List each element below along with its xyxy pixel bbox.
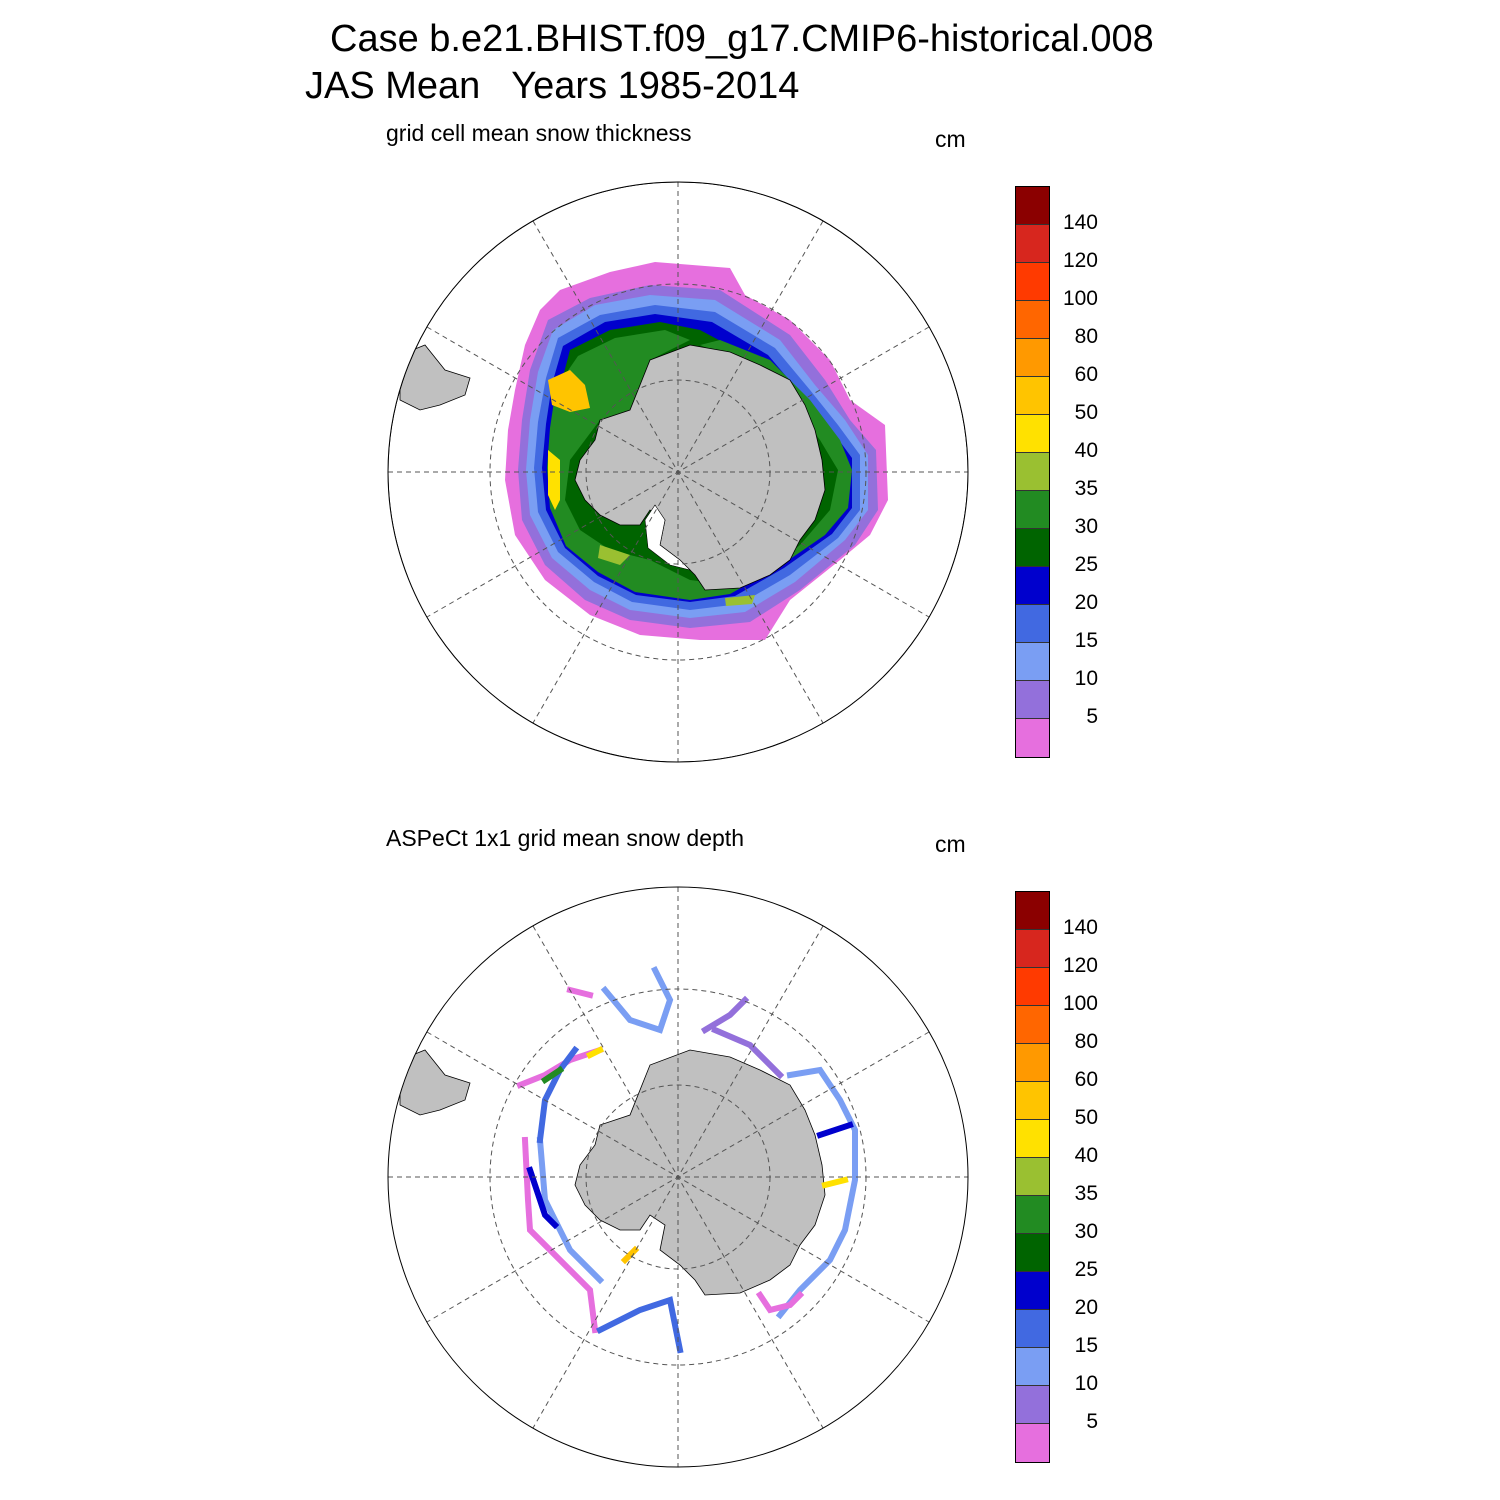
- south-america-land: [399, 344, 471, 411]
- colorbar-tick-label: 35: [1074, 477, 1098, 500]
- colorbar-tick-label: 60: [1074, 1068, 1098, 1091]
- colorbar-tick-label: 100: [1062, 287, 1098, 310]
- colorbar-tick-label: 40: [1074, 1144, 1098, 1167]
- colorbar-segment: [1016, 263, 1049, 301]
- panel-2-units: cm: [935, 831, 966, 857]
- panel-1-units: cm: [935, 126, 966, 152]
- snow-band-50: [548, 370, 590, 412]
- colorbar-tick-label: 120: [1062, 249, 1098, 272]
- colorbar-segment: [1016, 301, 1049, 339]
- colorbar-tick-label: 140: [1062, 916, 1098, 939]
- colorbar-segment: [1016, 187, 1049, 225]
- colorbar-tick-label: 10: [1074, 1372, 1098, 1395]
- colorbar-segment: [1016, 968, 1049, 1006]
- colorbar-tick-label: 5: [1086, 1410, 1098, 1433]
- snow-band-40b: [598, 545, 630, 565]
- colorbar-tick-label: 120: [1062, 954, 1098, 977]
- colorbar-segment: [1016, 415, 1049, 453]
- colorbar-segment: [1016, 225, 1049, 263]
- antarctica-land-2: [574, 1049, 826, 1296]
- colorbar-segment: [1016, 643, 1049, 681]
- colorbar-tick-label: 60: [1074, 363, 1098, 386]
- panel-2-colorbar: [1015, 891, 1050, 1463]
- snow-band-35: [547, 330, 852, 600]
- colorbar-segment: [1016, 453, 1049, 491]
- colorbar-segment: [1016, 1386, 1049, 1424]
- panel-1-title: grid cell mean snow thickness: [386, 120, 692, 146]
- colorbar-tick-label: 20: [1074, 1296, 1098, 1319]
- snow-band-40: [548, 450, 560, 510]
- colorbar-segment: [1016, 892, 1049, 930]
- colorbar-tick-label: 15: [1074, 629, 1098, 652]
- colorbar-segment: [1016, 1120, 1049, 1158]
- figure-subtitle: JAS Mean Years 1985-2014: [305, 65, 800, 107]
- colorbar-tick-label: 80: [1074, 325, 1098, 348]
- colorbar-segment: [1016, 1044, 1049, 1082]
- figure-title: Case b.e21.BHIST.f09_g17.CMIP6-historica…: [330, 18, 1154, 60]
- panel-1-colorbar: [1015, 186, 1050, 758]
- antarctica-land: [574, 344, 826, 591]
- colorbar-tick-label: 50: [1074, 401, 1098, 424]
- colorbar-tick-label: 35: [1074, 1182, 1098, 1205]
- colorbar-segment: [1016, 605, 1049, 643]
- colorbar-segment: [1016, 377, 1049, 415]
- colorbar-tick-label: 140: [1062, 211, 1098, 234]
- colorbar-tick-label: 30: [1074, 1220, 1098, 1243]
- panel-1-map: [388, 182, 968, 762]
- panel-2-map: [388, 887, 968, 1467]
- colorbar-segment: [1016, 1348, 1049, 1386]
- colorbar-segment: [1016, 1310, 1049, 1348]
- colorbar-segment: [1016, 567, 1049, 605]
- colorbar-segment: [1016, 1272, 1049, 1310]
- colorbar-segment: [1016, 339, 1049, 377]
- colorbar-tick-label: 25: [1074, 1258, 1098, 1281]
- panel-1-boundary: [387, 181, 969, 763]
- colorbar-segment: [1016, 1158, 1049, 1196]
- colorbar-segment: [1016, 1082, 1049, 1120]
- colorbar-tick-label: 20: [1074, 591, 1098, 614]
- colorbar-segment: [1016, 529, 1049, 567]
- colorbar-segment: [1016, 1234, 1049, 1272]
- colorbar-tick-label: 15: [1074, 1334, 1098, 1357]
- panel-2-title: ASPeCt 1x1 grid mean snow depth: [386, 825, 744, 851]
- colorbar-tick-label: 100: [1062, 992, 1098, 1015]
- colorbar-segment: [1016, 1424, 1049, 1462]
- colorbar-segment: [1016, 681, 1049, 719]
- panel-2-boundary: [387, 886, 969, 1468]
- colorbar-tick-label: 5: [1086, 705, 1098, 728]
- colorbar-segment: [1016, 719, 1049, 757]
- colorbar-tick-label: 25: [1074, 553, 1098, 576]
- colorbar-segment: [1016, 1196, 1049, 1234]
- colorbar-tick-label: 10: [1074, 667, 1098, 690]
- colorbar-tick-label: 40: [1074, 439, 1098, 462]
- south-america-land-2: [399, 1049, 471, 1116]
- colorbar-segment: [1016, 1006, 1049, 1044]
- colorbar-segment: [1016, 491, 1049, 529]
- colorbar-tick-label: 30: [1074, 515, 1098, 538]
- colorbar-segment: [1016, 930, 1049, 968]
- colorbar-tick-label: 50: [1074, 1106, 1098, 1129]
- colorbar-tick-label: 80: [1074, 1030, 1098, 1053]
- snow-band-40c: [725, 595, 755, 606]
